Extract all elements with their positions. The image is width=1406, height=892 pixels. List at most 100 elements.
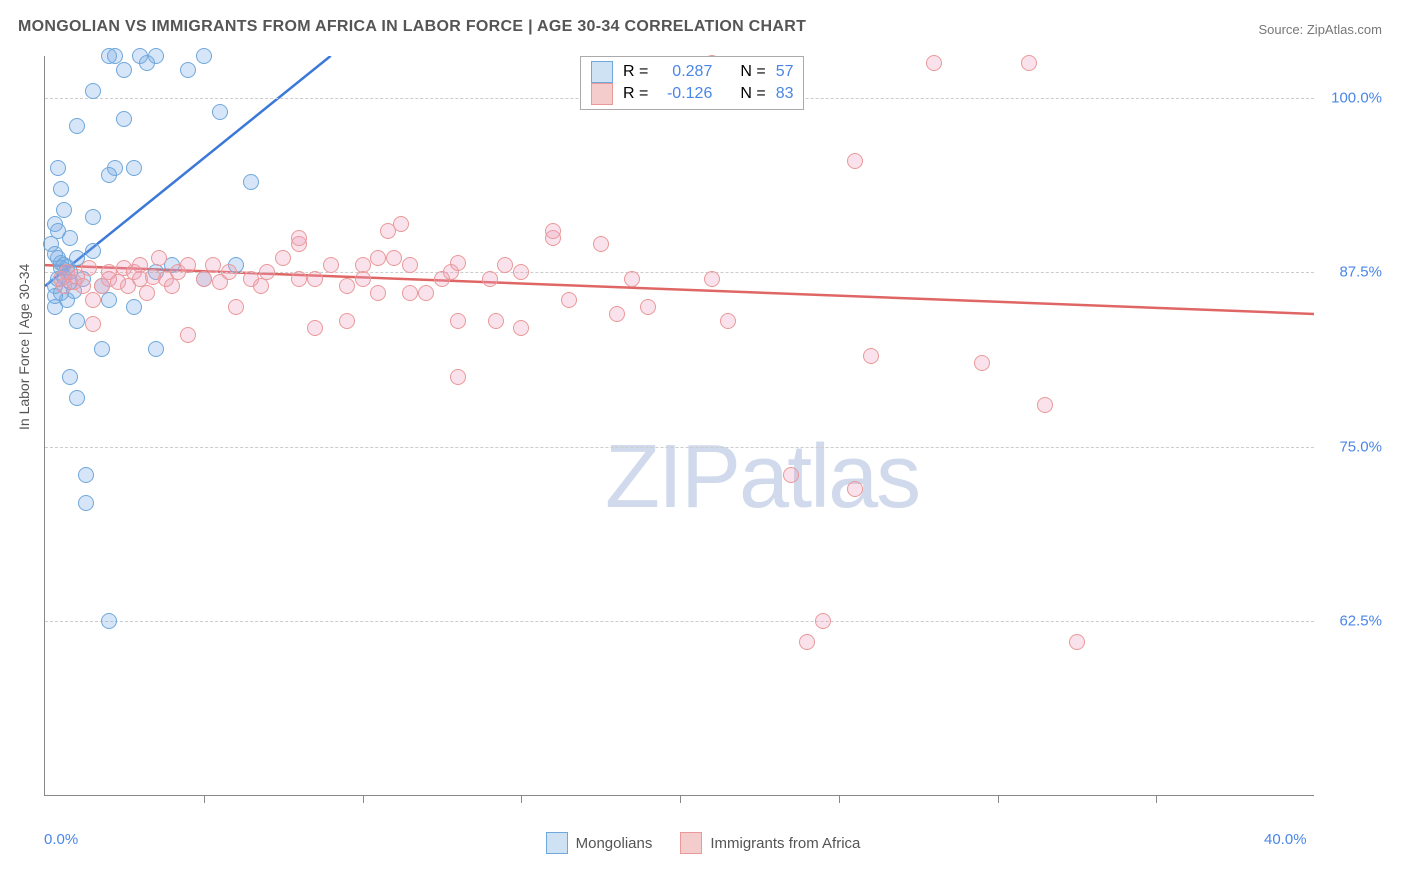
swatch-mongolians — [591, 61, 613, 83]
scatter-point — [450, 369, 466, 385]
legend-row-mongolians: R = 0.287 N = 57 — [591, 61, 793, 83]
source-name: ZipAtlas.com — [1307, 22, 1382, 37]
scatter-point — [85, 209, 101, 225]
trend-lines-svg — [45, 56, 1314, 795]
scatter-point — [85, 83, 101, 99]
source-attribution: Source: ZipAtlas.com — [1258, 22, 1382, 37]
scatter-point — [1037, 397, 1053, 413]
swatch-africa-bottom — [680, 832, 702, 854]
scatter-point — [355, 271, 371, 287]
scatter-point — [94, 341, 110, 357]
scatter-point — [47, 246, 63, 262]
scatter-point — [386, 250, 402, 266]
x-tick — [998, 795, 999, 803]
legend-label-africa: Immigrants from Africa — [710, 835, 860, 852]
scatter-point — [370, 285, 386, 301]
x-tick-label: 0.0% — [44, 831, 78, 848]
scatter-point — [974, 355, 990, 371]
scatter-point — [196, 271, 212, 287]
scatter-point — [847, 153, 863, 169]
scatter-point — [180, 327, 196, 343]
scatter-point — [50, 160, 66, 176]
x-tick — [363, 795, 364, 803]
scatter-point — [212, 104, 228, 120]
y-tick-label: 75.0% — [1339, 438, 1382, 455]
scatter-point — [609, 306, 625, 322]
scatter-point — [450, 313, 466, 329]
grid-line — [45, 621, 1314, 622]
scatter-point — [228, 299, 244, 315]
scatter-point — [126, 160, 142, 176]
scatter-point — [101, 292, 117, 308]
scatter-point — [339, 278, 355, 294]
watermark: ZIPatlas — [605, 426, 919, 529]
correlation-legend: R = 0.287 N = 57 R = -0.126 N = 83 — [580, 56, 804, 110]
scatter-point — [926, 55, 942, 71]
scatter-point — [307, 271, 323, 287]
scatter-point — [164, 278, 180, 294]
scatter-point — [863, 348, 879, 364]
scatter-point — [402, 257, 418, 273]
y-tick-label: 100.0% — [1331, 89, 1382, 106]
scatter-point — [78, 495, 94, 511]
scatter-point — [545, 223, 561, 239]
scatter-point — [488, 313, 504, 329]
scatter-point — [482, 271, 498, 287]
scatter-point — [783, 467, 799, 483]
scatter-point — [847, 481, 863, 497]
scatter-point — [370, 250, 386, 266]
scatter-point — [151, 250, 167, 266]
scatter-point — [139, 55, 155, 71]
scatter-point — [561, 292, 577, 308]
scatter-point — [81, 260, 97, 276]
scatter-point — [275, 250, 291, 266]
scatter-point — [243, 174, 259, 190]
scatter-point — [116, 111, 132, 127]
scatter-point — [56, 202, 72, 218]
r-label-0: R = — [623, 63, 648, 81]
scatter-point — [116, 62, 132, 78]
scatter-point — [513, 320, 529, 336]
scatter-point — [180, 257, 196, 273]
scatter-point — [253, 278, 269, 294]
swatch-mongolians-bottom — [546, 832, 568, 854]
scatter-point — [497, 257, 513, 273]
x-tick — [1156, 795, 1157, 803]
r-label-1: R = — [623, 85, 648, 103]
y-tick-label: 87.5% — [1339, 264, 1382, 281]
scatter-point — [101, 167, 117, 183]
scatter-point — [393, 216, 409, 232]
scatter-point — [62, 369, 78, 385]
scatter-point — [1021, 55, 1037, 71]
scatter-point — [69, 390, 85, 406]
x-tick — [680, 795, 681, 803]
grid-line — [45, 447, 1314, 448]
scatter-point — [593, 236, 609, 252]
scatter-point — [78, 467, 94, 483]
scatter-point — [402, 285, 418, 301]
scatter-point — [513, 264, 529, 280]
x-tick-label: 40.0% — [1264, 831, 1307, 848]
scatter-point — [704, 271, 720, 287]
legend-item-mongolians: Mongolians — [546, 832, 653, 854]
n-value-1: 83 — [776, 85, 794, 103]
scatter-point — [259, 264, 275, 280]
scatter-point — [180, 62, 196, 78]
legend-row-africa: R = -0.126 N = 83 — [591, 83, 793, 105]
scatter-point — [69, 118, 85, 134]
scatter-point — [815, 613, 831, 629]
scatter-point — [307, 320, 323, 336]
r-value-0: 0.287 — [658, 63, 712, 81]
scatter-point — [640, 299, 656, 315]
y-tick-label: 62.5% — [1339, 613, 1382, 630]
scatter-point — [126, 299, 142, 315]
scatter-point — [85, 243, 101, 259]
swatch-africa — [591, 83, 613, 105]
x-tick — [204, 795, 205, 803]
scatter-point — [323, 257, 339, 273]
scatter-point — [85, 316, 101, 332]
n-label-1: N = — [740, 85, 765, 103]
scatter-point — [69, 313, 85, 329]
scatter-point — [53, 181, 69, 197]
scatter-point — [624, 271, 640, 287]
